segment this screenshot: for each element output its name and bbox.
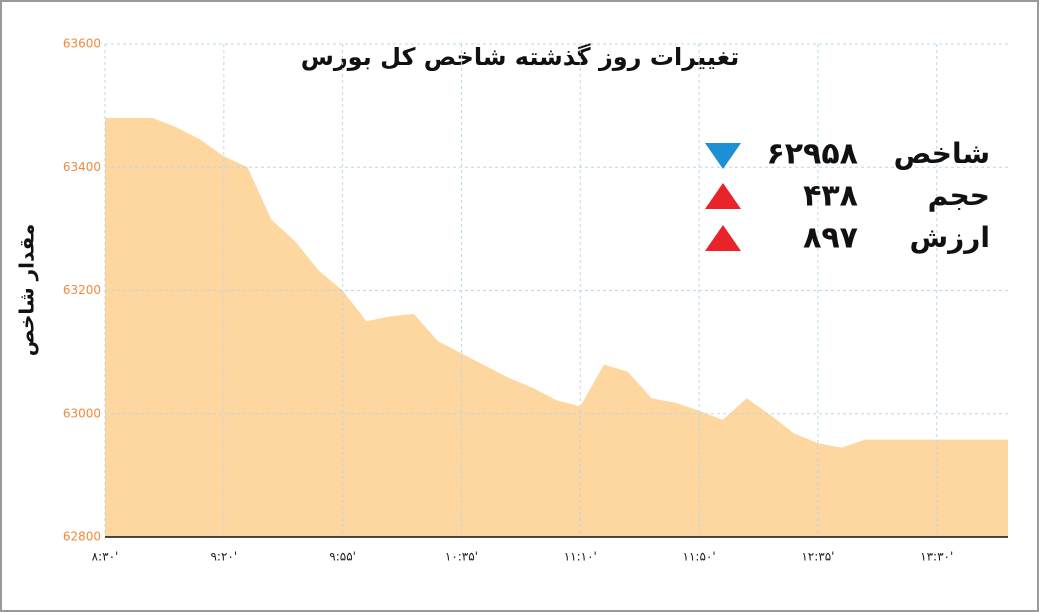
indicator-arrow [705,143,741,169]
indicator-value: ۴۳۸ [803,179,858,214]
indicator-arrow [705,183,741,209]
x-tick-label: ۱۰:۳۵' [445,550,478,564]
x-tick-label: ۱۱:۵۰' [683,550,716,564]
y-tick-label: 63600 [63,37,101,51]
x-tick-label: ۸:۳۰' [92,550,119,564]
y-tick-label: 63000 [63,406,101,420]
indicator-value: ۶۲۹۵۸ [766,137,858,172]
x-tick-label: ۹:۵۵' [329,550,356,564]
indicator-name: شاخص [894,137,990,170]
y-tick-label: 63400 [63,160,101,174]
indicator-arrow [705,225,741,251]
indicator-name: حجم [928,179,990,212]
y-tick-label: 63200 [63,283,101,297]
x-tick-label: ۱۱:۱۰' [564,550,597,564]
indicator-name: ارزش [910,221,990,254]
y-tick-label: 62800 [63,530,101,544]
area [105,117,1008,538]
indicator-value: ۸۹۷ [803,221,858,256]
x-tick-label: ۹:۲۰' [210,550,237,564]
x-tick-label: ۱۲:۳۵' [801,550,834,564]
x-tick-label: ۱۳:۳۰' [920,550,953,564]
y-axis-label: مقدار شاخص [15,224,39,357]
chart-title: تغییرات روز گذشته شاخص کل بورس [301,43,740,71]
